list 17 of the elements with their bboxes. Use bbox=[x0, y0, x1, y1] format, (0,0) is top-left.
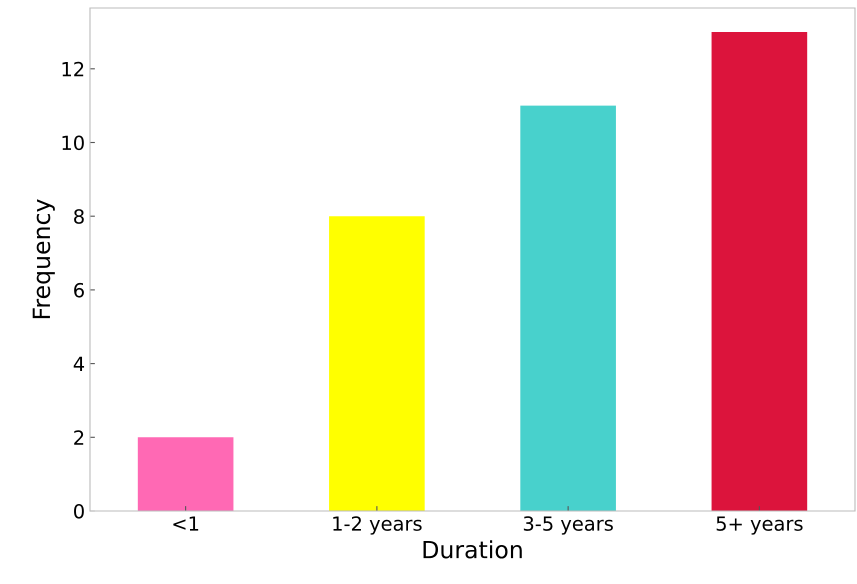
y-tick-label: 8 bbox=[74, 209, 84, 224]
y-tick-label: 4 bbox=[74, 356, 84, 371]
y-axis-title: Frequency bbox=[32, 199, 55, 318]
bar bbox=[712, 32, 808, 511]
y-tick-label: 2 bbox=[74, 430, 84, 445]
y-tick-label: 0 bbox=[74, 504, 84, 519]
x-axis-title: Duration bbox=[424, 540, 522, 559]
bar bbox=[329, 216, 425, 511]
x-tick-label: <1 bbox=[173, 516, 198, 531]
x-tick-label: 1-2 years bbox=[333, 516, 422, 535]
bar bbox=[138, 437, 234, 511]
x-tick-label: 5+ years bbox=[716, 516, 803, 535]
x-tick-label: 3-5 years bbox=[524, 516, 613, 535]
bar bbox=[520, 106, 616, 511]
y-tick-label: 10 bbox=[62, 135, 84, 150]
y-tick-label: 6 bbox=[74, 282, 84, 298]
y-tick-label: 12 bbox=[62, 62, 84, 76]
